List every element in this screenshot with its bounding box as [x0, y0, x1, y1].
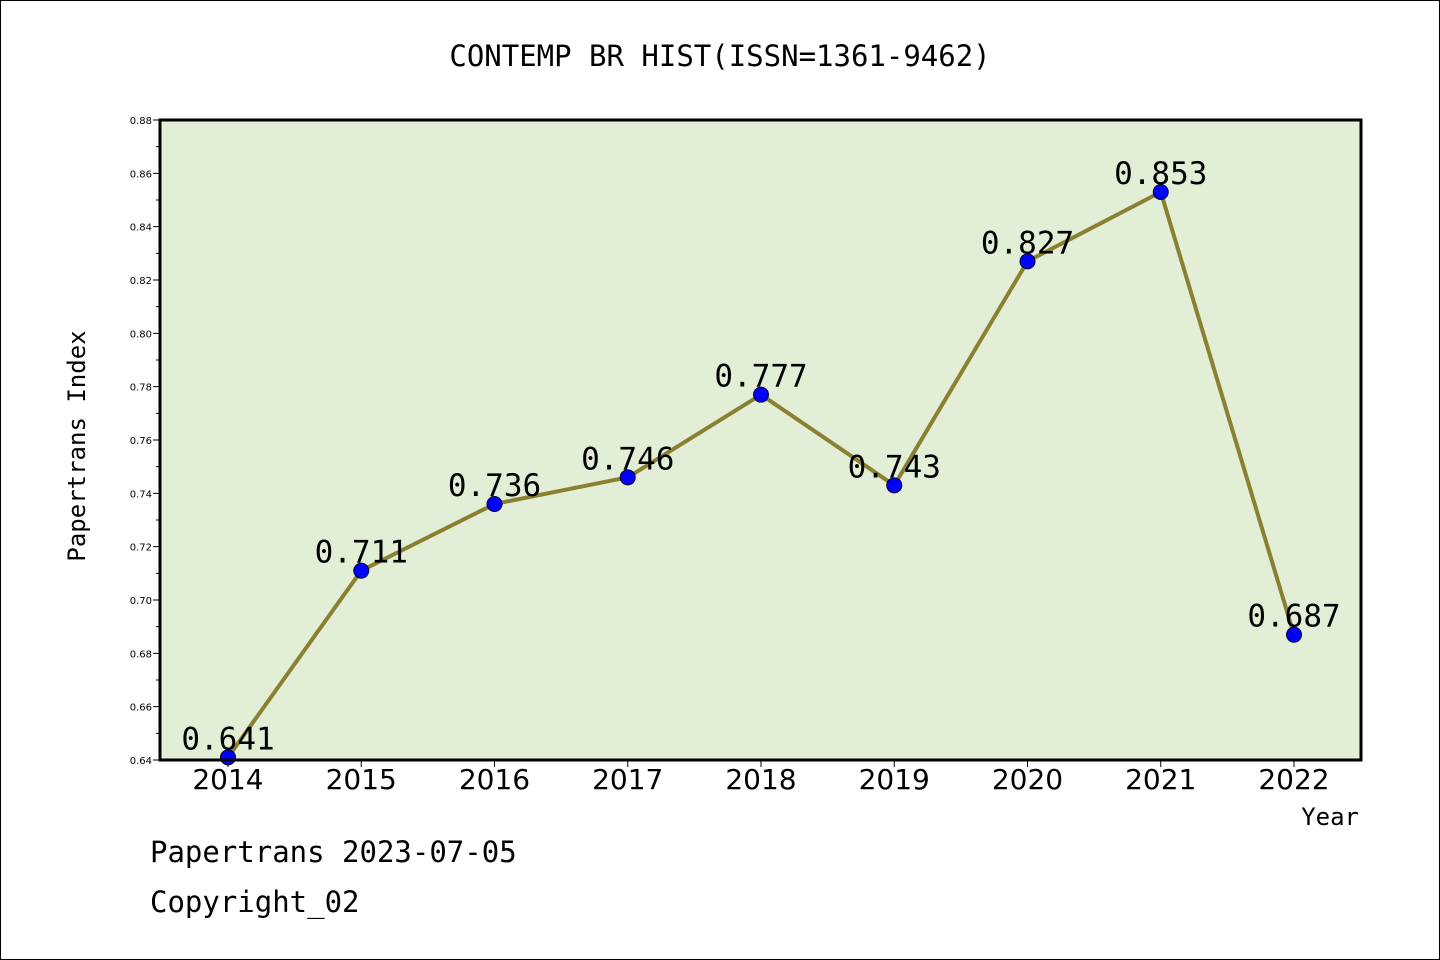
y-tick-label: 0.64	[130, 756, 152, 767]
y-tick-label: 0.82	[130, 276, 152, 287]
chart-title: CONTEMP BR HIST(ISSN=1361-9462)	[449, 39, 990, 73]
x-tick-label: 2014	[192, 763, 263, 796]
x-tick-label: 2021	[1125, 763, 1196, 796]
data-point-marker	[619, 469, 636, 486]
data-point-marker	[486, 496, 503, 512]
data-label: 0.827	[981, 225, 1074, 261]
data-point-marker	[1152, 184, 1169, 200]
y-axis: 0.64 0.66 0.68 0.70 0.72 0.74 0.76 0.78 0.80 0.82…	[130, 116, 160, 767]
x-axis-label: Year	[1301, 803, 1359, 831]
data-label: 0.746	[581, 441, 674, 477]
y-tick-label: 0.66	[130, 703, 152, 714]
y-tick-label: 0.70	[130, 596, 152, 607]
data-point-marker	[886, 477, 903, 494]
data-label: 0.711	[315, 535, 408, 571]
x-tick-label: 2019	[859, 763, 930, 796]
data-label: 0.743	[848, 449, 941, 485]
x-tick-label: 2020	[992, 763, 1063, 796]
data-point-marker	[1286, 626, 1302, 643]
x-tick-label: 2018	[725, 763, 796, 796]
y-tick-label: 0.84	[130, 223, 152, 234]
x-tick-label: 2017	[592, 763, 663, 796]
data-label: 0.641	[181, 721, 274, 757]
y-tick-label: 0.68	[130, 649, 152, 660]
y-tick-label: 0.76	[130, 436, 152, 447]
footer-date-text: Papertrans 2023-07-05	[150, 835, 517, 869]
data-label-group: 0.641 0.711 0.736 0.746 0.777 0.743 0.827 0.853…	[181, 156, 1340, 757]
data-point-marker	[353, 562, 370, 579]
data-point-marker	[753, 386, 769, 403]
y-tick-label: 0.88	[130, 116, 152, 127]
data-point-marker	[1019, 253, 1036, 270]
y-axis-label: Papertrans Index	[63, 330, 91, 561]
y-tick-label: 0.74	[130, 489, 152, 500]
y-tick-label: 0.86	[130, 169, 152, 180]
footer-copyright-text: Copyright_02	[150, 885, 360, 919]
x-axis: 2014 2015 2016 2017 2018 2019 2020 2021 2022	[192, 760, 1330, 796]
plot-area	[160, 120, 1361, 760]
data-label: 0.777	[714, 359, 807, 395]
x-tick-label: 2016	[459, 763, 530, 796]
x-tick-label: 2022	[1258, 763, 1329, 796]
data-label: 0.853	[1114, 156, 1207, 192]
data-label: 0.687	[1247, 599, 1340, 635]
y-tick-label: 0.78	[130, 383, 152, 394]
data-label: 0.736	[448, 468, 541, 504]
y-tick-label: 0.80	[130, 329, 152, 340]
plot-border	[158, 118, 1363, 762]
x-tick-label: 2015	[326, 763, 397, 796]
y-tick-label: 0.72	[130, 543, 152, 554]
